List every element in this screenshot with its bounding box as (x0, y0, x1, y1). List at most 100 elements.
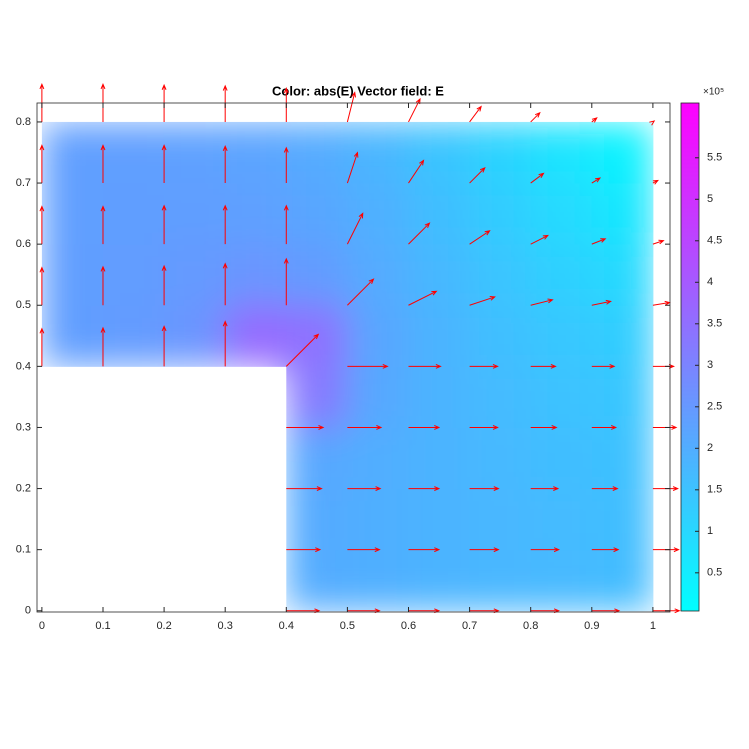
arrow (346, 212, 364, 245)
field-cell (408, 244, 471, 306)
arrow (591, 486, 619, 491)
arrow (530, 234, 549, 245)
colorbar-tick-label: 2 (707, 442, 713, 454)
arrow (591, 425, 618, 430)
arrow (530, 486, 560, 491)
field-cell (347, 121, 409, 184)
colorbar-tick-label: 4 (707, 276, 713, 288)
x-tick-label: 0.7 (462, 620, 477, 632)
arrow (161, 144, 167, 184)
arrow (39, 266, 45, 306)
field-cell (530, 366, 593, 428)
y-tick-label: 0.3 (16, 421, 31, 433)
field-blur (41, 121, 654, 612)
arrow (408, 159, 425, 184)
field-cell (347, 366, 409, 428)
field-cell (530, 183, 593, 245)
arrow (408, 363, 442, 369)
field-cell (41, 183, 104, 245)
field-cell (530, 305, 593, 367)
arrow (346, 151, 359, 184)
field-cell (530, 549, 593, 612)
field-cell (469, 366, 532, 428)
colorbar-tick-label: 5 (707, 193, 713, 205)
arrow (347, 547, 381, 553)
arrow (469, 166, 486, 184)
x-tick-label: 0.5 (340, 620, 355, 632)
arrow (39, 144, 45, 184)
field (41, 121, 654, 612)
field-cell (225, 244, 287, 306)
field-cell (41, 244, 104, 306)
y-tick-label: 0.1 (16, 544, 31, 556)
field-cell (591, 488, 654, 551)
arrow (100, 144, 106, 184)
arrow (408, 425, 441, 430)
field-cell (347, 549, 409, 612)
arrow (530, 425, 558, 430)
field-cell (591, 427, 654, 490)
field-cell (102, 244, 165, 306)
field-cell (347, 488, 409, 551)
arrow (39, 327, 45, 367)
field-cell (286, 488, 348, 551)
field-cell (286, 121, 348, 184)
field-cell (408, 366, 471, 428)
colorbar-tick-label: 1 (707, 525, 713, 537)
field-cell (591, 244, 654, 306)
field-cell (102, 305, 165, 367)
x-tick-label: 0.1 (95, 620, 110, 632)
arrow (283, 257, 289, 306)
field-cell (225, 121, 287, 184)
arrow (222, 204, 228, 245)
arrow (286, 486, 323, 491)
arrow (283, 204, 289, 245)
field-cell (347, 427, 409, 490)
field-cell (530, 121, 593, 184)
field-cell (225, 305, 287, 367)
arrow (222, 320, 228, 367)
x-tick-label: 0.4 (279, 620, 294, 632)
arrow (347, 425, 383, 430)
colorbar-tick-label: 1.5 (707, 484, 722, 496)
field-cell (164, 244, 226, 306)
x-tick-label: 0.9 (584, 620, 599, 632)
arrow (530, 172, 545, 184)
arrow (161, 204, 167, 245)
field-cell (591, 366, 654, 428)
field-cell (225, 183, 287, 245)
arrow (161, 264, 167, 306)
colorbar-tick-label: 3.5 (707, 318, 722, 330)
arrow (469, 363, 499, 369)
arrow (161, 325, 167, 367)
arrow (285, 333, 320, 367)
field-cell (347, 305, 409, 367)
field-cell (408, 488, 471, 551)
arrow (100, 265, 106, 306)
field-cell (591, 305, 654, 367)
field-cell (164, 305, 226, 367)
axes-box (36, 102, 671, 613)
arrow (652, 239, 665, 245)
field-cell (530, 244, 593, 306)
arrow (530, 547, 560, 553)
field-cell (469, 183, 532, 245)
arrow (591, 177, 602, 184)
field-cell (469, 488, 532, 551)
field-cell (286, 244, 348, 306)
colorbar-tick-label: 5.5 (707, 152, 722, 164)
colorbar-tick-label: 2.5 (707, 401, 722, 413)
arrow (347, 363, 389, 369)
y-tick-label: 0.7 (16, 177, 31, 189)
arrow (408, 222, 431, 245)
arrow (469, 230, 491, 245)
arrow (530, 111, 541, 123)
arrow (100, 205, 106, 245)
arrow (530, 298, 554, 306)
arrow (591, 547, 620, 553)
field-cell (591, 183, 654, 245)
field-cell (164, 183, 226, 245)
arrow (408, 547, 441, 553)
arrow (591, 117, 598, 123)
field-cell (591, 549, 654, 612)
